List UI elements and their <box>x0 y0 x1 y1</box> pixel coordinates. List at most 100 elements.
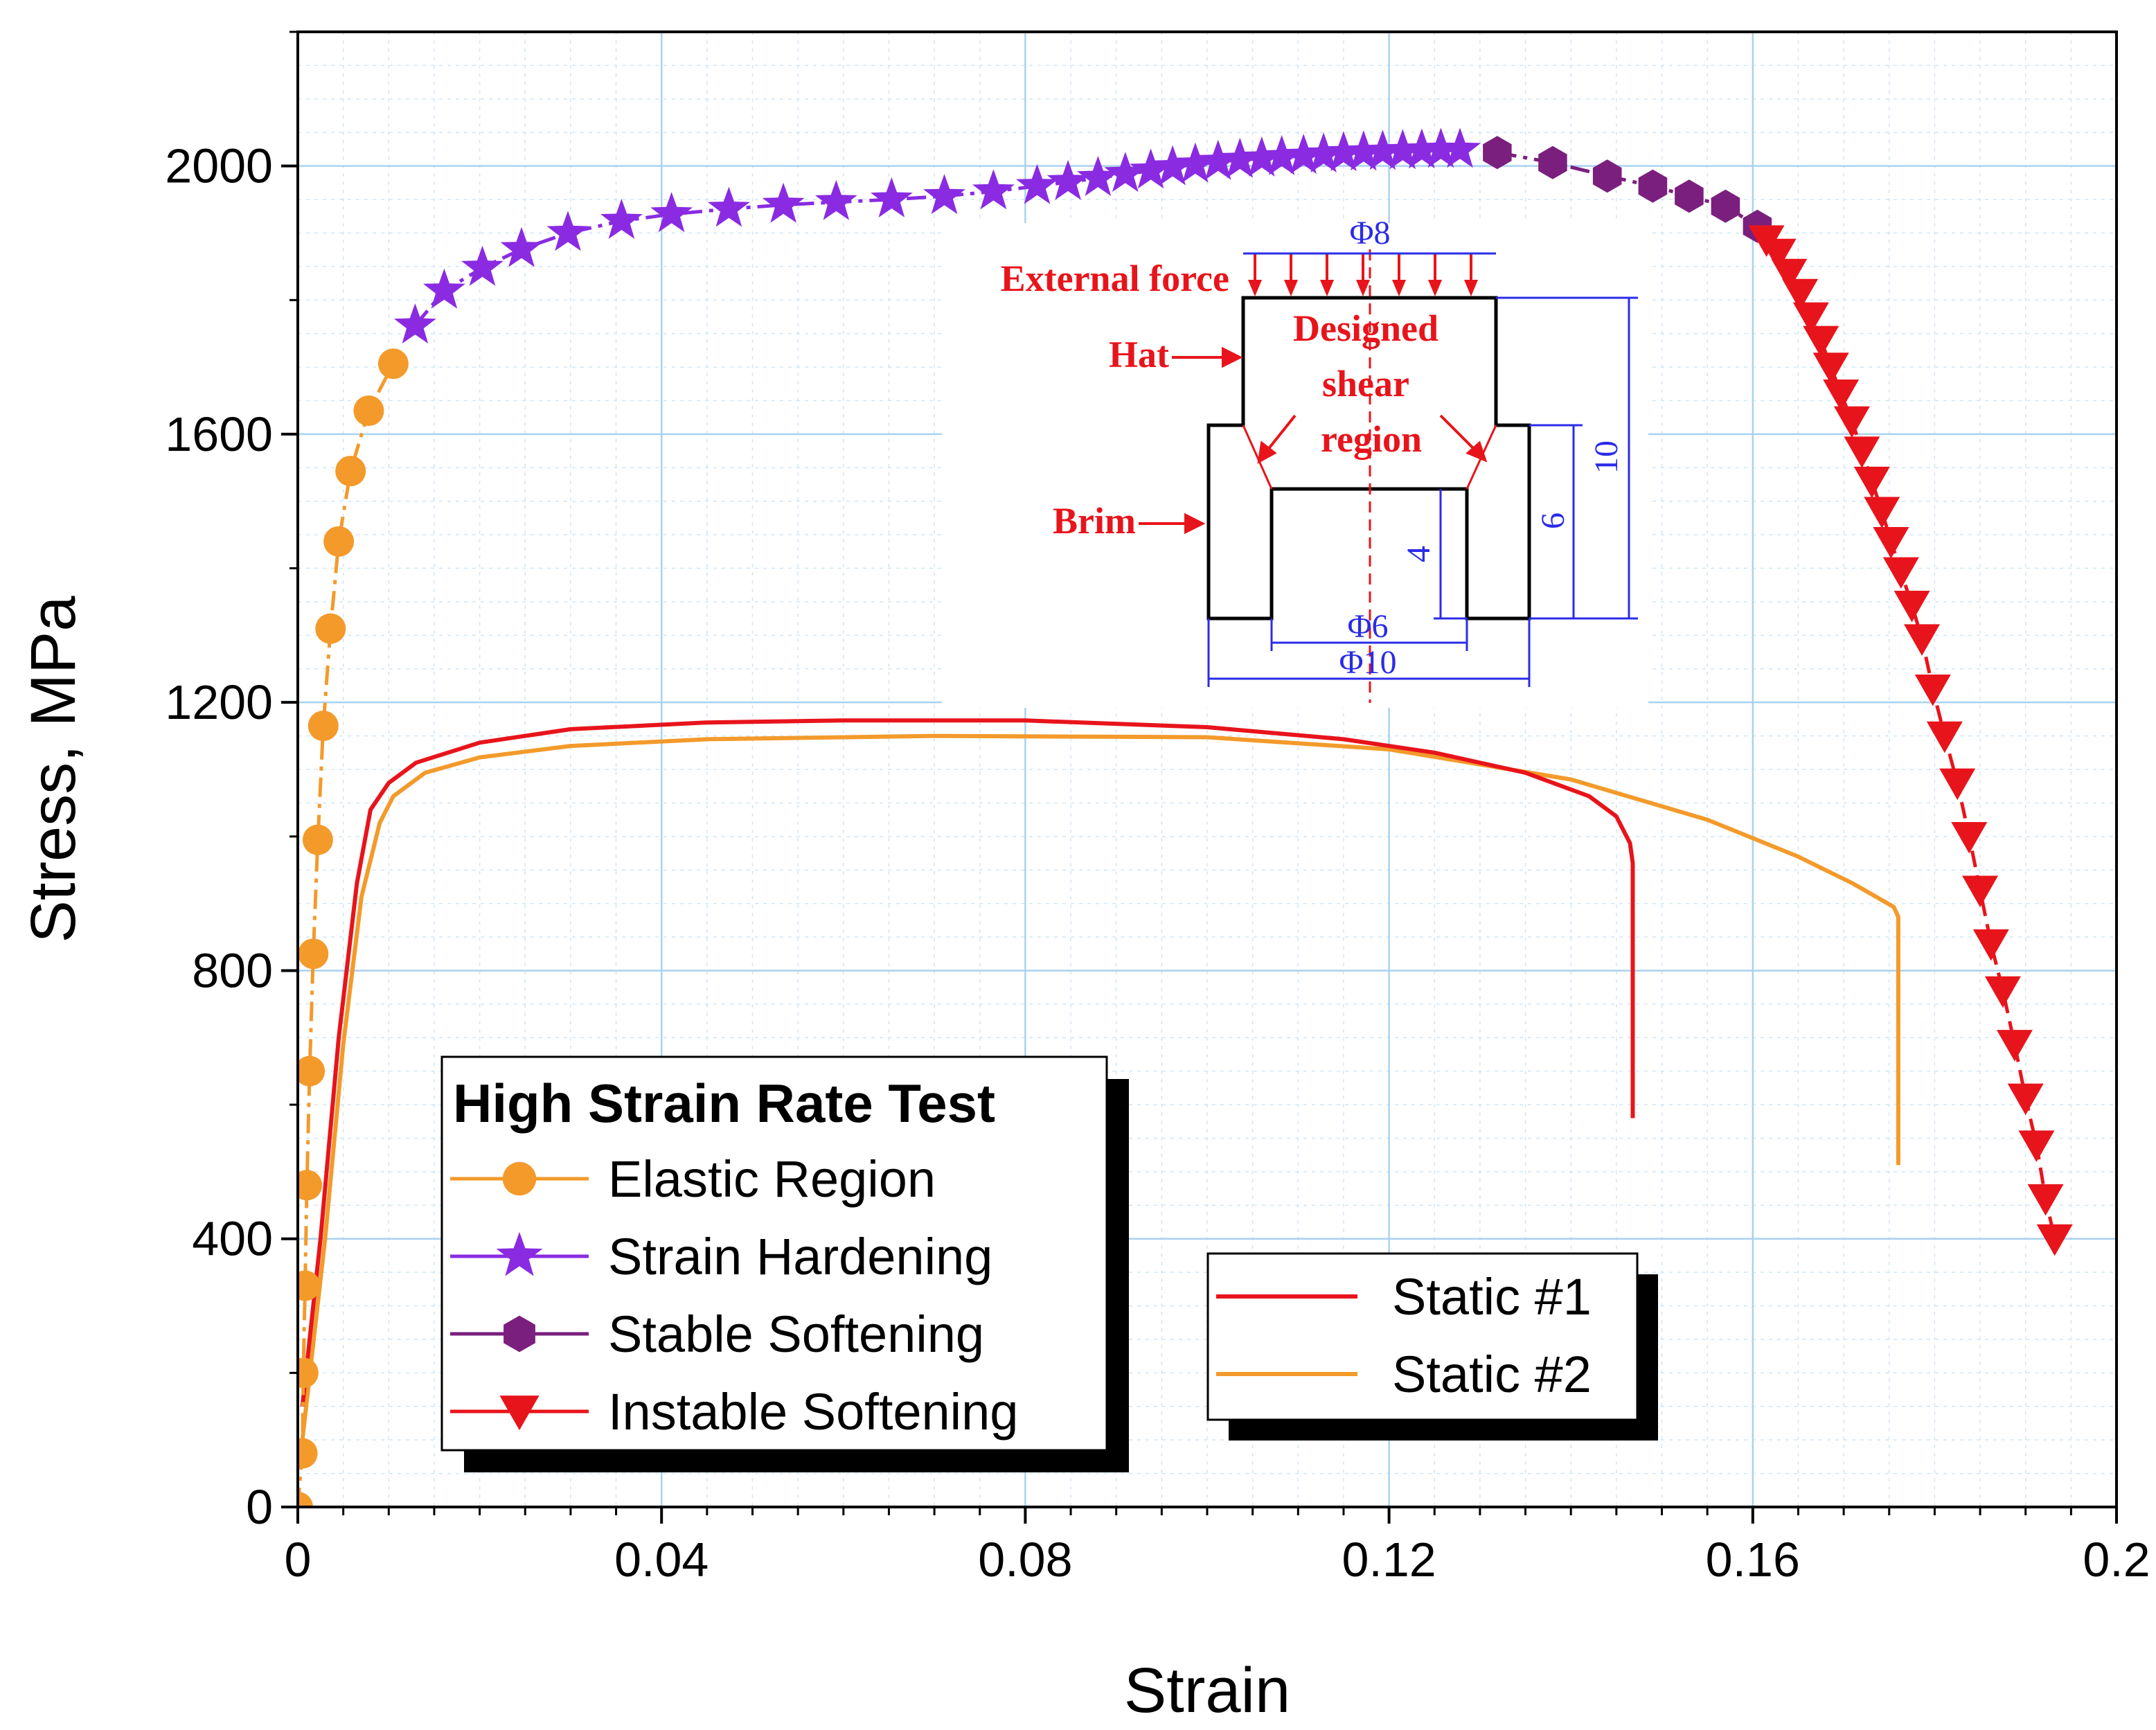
y-ticks: 0 400 800 1200 1600 2000 <box>165 30 298 1534</box>
legend-label: Static #1 <box>1392 1268 1592 1326</box>
y-axis-label: Stress, MPa <box>18 596 89 943</box>
series-layer <box>298 127 2073 1507</box>
data-point-strain-hardening <box>1104 152 1147 193</box>
data-point-instable-softening <box>2018 1130 2055 1162</box>
y-tick-label: 400 <box>192 1212 273 1266</box>
data-point-elastic-region <box>323 526 355 557</box>
data-point-elastic-region <box>308 711 339 742</box>
data-point-elastic-region <box>298 1357 319 1389</box>
data-point-instable-softening <box>1996 1030 2033 1062</box>
series-strain-hardening <box>393 127 1481 344</box>
data-point-strain-hardening <box>1016 163 1058 204</box>
data-point-strain-hardening <box>1151 145 1194 186</box>
label-region: region <box>1321 418 1422 460</box>
data-point-strain-hardening <box>1400 128 1443 169</box>
data-point-stable-softening <box>1538 145 1567 179</box>
data-point-strain-hardening <box>393 303 436 344</box>
data-point-strain-hardening <box>1420 127 1462 168</box>
y-tick-label: 800 <box>192 943 273 997</box>
legend-entry-instable-softening: Instable Softening <box>450 1383 1018 1441</box>
data-point-instable-softening <box>1972 929 2009 961</box>
data-point-elastic-region <box>353 395 384 427</box>
series-line-static-1 <box>300 718 1635 1407</box>
data-point-strain-hardening <box>972 169 1015 210</box>
legend-swatch-marker <box>496 1231 543 1276</box>
pointer-shear-left-line <box>1266 414 1297 452</box>
data-point-elastic-region <box>298 1055 326 1087</box>
force-arrow-head <box>1392 280 1406 296</box>
data-point-strain-hardening <box>1322 131 1365 172</box>
legend-label: Strain Hardening <box>608 1228 992 1285</box>
data-point-strain-hardening <box>707 186 750 227</box>
data-point-instable-softening <box>1951 822 1988 854</box>
data-point-strain-hardening <box>1342 130 1385 171</box>
data-point-strain-hardening <box>1240 136 1283 177</box>
data-point-instable-softening <box>2027 1184 2064 1216</box>
dim-top-dia: Φ8 <box>1349 215 1390 251</box>
specimen-inset: Φ8 Φ6 Φ10 10 6 4 External force Hat Brim… <box>942 215 1648 708</box>
dim-height-brim: 6 <box>1535 512 1571 529</box>
series-static-2 <box>300 733 1900 1441</box>
data-point-instable-softening <box>1882 557 1919 589</box>
legend-static: Static #1 Static #2 <box>1206 1252 1658 1441</box>
x-tick-label: 0.2 <box>2083 1533 2150 1587</box>
data-point-strain-hardening <box>762 182 805 223</box>
data-point-strain-hardening <box>546 211 589 251</box>
legend-swatch-marker <box>504 1315 535 1353</box>
data-point-instable-softening <box>1904 624 1941 656</box>
data-point-strain-hardening <box>814 179 857 220</box>
legend-static-box <box>1206 1252 1639 1421</box>
y-tick-label: 2000 <box>165 139 273 193</box>
data-point-stable-softening <box>1592 159 1622 193</box>
data-point-strain-hardening <box>1077 156 1119 196</box>
x-tick-label: 0.08 <box>978 1533 1072 1587</box>
data-point-strain-hardening <box>1197 139 1240 180</box>
data-point-stable-softening <box>1483 136 1512 170</box>
inset-pointer-arrows <box>1139 346 1488 535</box>
force-arrow-head <box>1248 280 1262 296</box>
x-tick-label: 0 <box>285 1533 312 1587</box>
data-point-elastic-region <box>335 456 366 487</box>
data-point-instable-softening <box>1844 436 1880 468</box>
data-point-elastic-region <box>298 1492 313 1507</box>
data-point-elastic-region <box>315 613 346 644</box>
data-point-instable-softening <box>1926 721 1963 753</box>
data-point-strain-hardening <box>1260 135 1303 175</box>
legend-entry-stable-softening: Stable Softening <box>450 1305 984 1363</box>
legend-static-entries: Static #1 Static #2 <box>1216 1268 1592 1403</box>
force-arrow-head <box>1320 280 1334 296</box>
data-point-strain-hardening <box>1362 130 1404 170</box>
data-point-instable-softening <box>1792 302 1829 335</box>
pointer-shear-left-head <box>1257 440 1277 464</box>
series-static-1 <box>300 718 1635 1407</box>
x-ticks: 0 0.04 0.08 0.12 0.16 0.2 <box>285 1507 2150 1587</box>
data-point-elastic-region <box>298 1438 318 1469</box>
data-point-instable-softening <box>1894 590 1930 623</box>
pointer-shear-right-head <box>1465 440 1488 463</box>
label-brim: Brim <box>1053 500 1136 542</box>
legend-entry-strain-hardening: Strain Hardening <box>450 1228 992 1285</box>
legend-main-title: High Strain Rate Test <box>453 1073 995 1134</box>
data-point-stable-softening <box>1675 179 1704 213</box>
data-point-strain-hardening <box>423 268 465 309</box>
y-tick-label: 1600 <box>165 407 273 461</box>
legend-swatch-marker <box>499 1395 540 1431</box>
legend-main-box <box>440 1055 1108 1452</box>
data-point-strain-hardening <box>1438 127 1481 168</box>
legend-label: Elastic Region <box>608 1150 936 1208</box>
data-point-strain-hardening <box>650 192 693 233</box>
data-point-instable-softening <box>1853 466 1890 499</box>
data-point-strain-hardening <box>871 177 913 217</box>
pointer-brim-head <box>1184 512 1206 535</box>
force-arrow-head <box>1356 280 1370 296</box>
data-point-strain-hardening <box>1218 137 1261 178</box>
x-tick-label: 0.04 <box>614 1533 709 1587</box>
series-instable-softening <box>1748 225 2073 1256</box>
data-point-strain-hardening <box>600 199 643 239</box>
data-point-instable-softening <box>1864 497 1900 528</box>
data-point-elastic-region <box>377 348 409 380</box>
data-point-instable-softening <box>2007 1083 2044 1116</box>
data-point-instable-softening <box>1803 326 1839 358</box>
pointer-hat-head <box>1222 346 1243 368</box>
